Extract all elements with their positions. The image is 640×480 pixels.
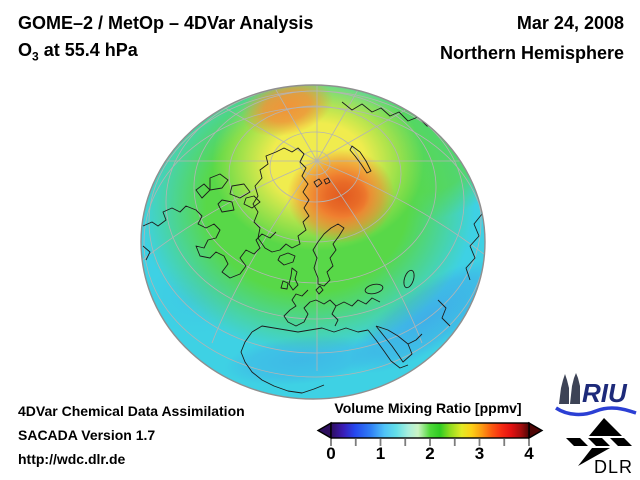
rhine-wave-icon <box>555 406 637 417</box>
footer-assimilation-label: 4DVar Chemical Data Assimilation <box>18 403 245 419</box>
ozone-field <box>141 85 485 399</box>
tick-label-0: 0 <box>326 444 336 463</box>
coast-north-africa <box>251 325 369 333</box>
graticule <box>141 85 485 378</box>
coast-west-africa <box>240 331 325 394</box>
dlr-pinwheel-icon <box>566 418 632 466</box>
colorbar-right-arrow <box>528 421 544 440</box>
riu-logo: RIU <box>555 373 637 417</box>
low-ozone-streak-southeast <box>348 260 485 374</box>
footer-url: http://wdc.dlr.de <box>18 451 126 467</box>
coast-black-sea <box>364 283 384 295</box>
tick-label-1: 1 <box>375 444 386 463</box>
pressure-level: at 55.4 hPa <box>38 40 138 60</box>
coast-greenland <box>252 147 310 253</box>
ozone-maximum-core <box>316 174 370 218</box>
species-symbol: O <box>18 40 33 60</box>
coast-iceland <box>277 252 296 266</box>
riu-logo-text: RIU <box>582 378 628 408</box>
coast-caspian-sea <box>403 269 415 289</box>
coast-scandinavia <box>312 223 345 295</box>
page-title: GOME–2 / MetOp – 4DVar Analysis <box>18 13 314 33</box>
globe <box>140 84 486 400</box>
tick-label-2: 2 <box>425 444 435 463</box>
analysis-date: Mar 24, 2008 <box>516 13 624 33</box>
coast-europe <box>283 289 381 327</box>
tick-label-4: 4 <box>524 444 534 463</box>
species-subscript: 3 <box>32 49 39 64</box>
page-subtitle: O3 at 55.4 hPa <box>18 40 138 64</box>
colorbar-gradient <box>330 422 530 439</box>
coast-redsea-arabia <box>367 325 423 369</box>
dlr-logo-text: DLR <box>594 457 633 477</box>
hemisphere-label: Northern Hemisphere <box>439 43 624 63</box>
colorbar <box>316 421 544 446</box>
colorbar-title: Volume Mixing Ratio [ppmv] <box>334 400 522 416</box>
coast-east-asia <box>437 213 483 327</box>
colorbar-tick-labels: 0 1 2 3 4 <box>326 444 533 464</box>
colorbar-tick-marks <box>330 439 530 446</box>
dlr-logo: DLR <box>566 418 633 477</box>
coast-arctic-islands <box>195 173 261 213</box>
coast-british-isles <box>280 267 299 291</box>
coast-novaya-zemlya <box>349 145 372 174</box>
colorbar-left-arrow <box>316 421 332 440</box>
cathedral-icon <box>559 373 580 404</box>
tick-label-3: 3 <box>474 444 485 463</box>
footer-version-label: SACADA Version 1.7 <box>18 427 156 443</box>
globe-rim <box>140 84 486 400</box>
coast-svalbard <box>313 177 331 188</box>
coast-north-america <box>142 205 277 279</box>
